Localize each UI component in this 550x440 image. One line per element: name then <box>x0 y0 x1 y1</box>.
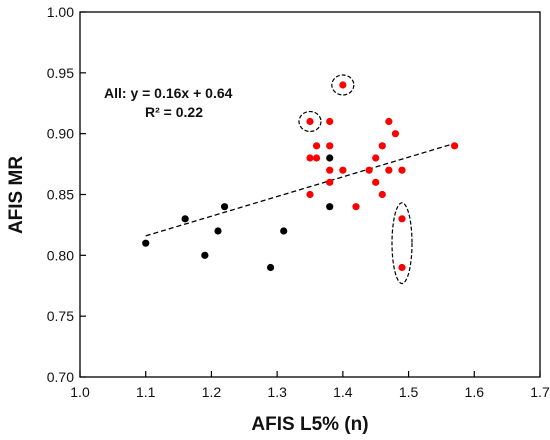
data-point <box>181 215 189 223</box>
data-point <box>326 166 334 174</box>
data-point <box>201 251 209 259</box>
highlight-ellipse <box>331 74 355 96</box>
data-point <box>378 190 386 199</box>
data-point <box>266 263 275 272</box>
data-point <box>372 178 380 186</box>
x-tick-label: 1.2 <box>202 384 222 400</box>
data-point <box>391 130 400 138</box>
x-tick-label: 1.0 <box>70 384 90 400</box>
data-point <box>450 142 459 150</box>
data-point <box>352 203 360 211</box>
data-point <box>372 154 380 162</box>
highlight-ellipse <box>391 202 413 285</box>
x-tick-label: 1.4 <box>333 384 353 400</box>
y-tick-label: 0.70 <box>47 369 74 385</box>
y-tick-label: 1.00 <box>47 4 74 20</box>
data-point <box>306 117 314 126</box>
y-tick-label: 0.75 <box>47 308 74 324</box>
data-point <box>398 215 406 223</box>
r-squared-annotation: R² = 0.22 <box>145 104 203 120</box>
x-axis-title: AFIS L5% (n) <box>251 414 368 435</box>
data-point <box>326 154 334 162</box>
trend-line <box>145 142 455 237</box>
data-point <box>326 178 334 186</box>
y-tick-label: 0.80 <box>47 247 74 263</box>
x-tick-label: 1.1 <box>136 384 156 400</box>
data-point <box>398 166 406 174</box>
data-point <box>142 239 150 247</box>
data-points <box>142 81 459 272</box>
data-point <box>378 142 386 150</box>
y-axis-title: AFIS MR <box>6 156 27 234</box>
data-point <box>214 227 222 235</box>
data-point <box>326 117 334 126</box>
data-point <box>326 203 334 211</box>
data-point <box>280 227 288 235</box>
x-tick-label: 1.7 <box>530 384 550 400</box>
x-tick-label: 1.3 <box>267 384 287 400</box>
highlight-ellipse <box>298 110 322 133</box>
data-point <box>306 154 314 162</box>
data-point <box>306 190 314 199</box>
data-point <box>326 142 334 150</box>
y-tick-label: 0.90 <box>47 126 74 142</box>
y-tick-label: 0.95 <box>47 65 74 81</box>
data-point <box>385 166 393 174</box>
data-point <box>365 166 373 174</box>
data-point <box>312 142 321 150</box>
x-tick-label: 1.6 <box>465 384 485 400</box>
data-point <box>220 203 229 211</box>
data-point <box>385 117 393 126</box>
x-tick-label: 1.5 <box>399 384 419 400</box>
data-point <box>339 81 347 89</box>
y-tick-label: 0.85 <box>47 187 74 203</box>
data-point <box>312 154 321 162</box>
data-point <box>339 166 347 174</box>
equation-annotation: All: y = 0.16x + 0.64 <box>104 85 233 101</box>
x-axis: 1.0 1.1 1.2 1.3 1.4 1.5 1.6 1.7 <box>70 371 550 400</box>
highlight-ellipses <box>298 74 413 285</box>
y-axis: 0.70 0.75 0.80 0.85 0.90 0.95 1.00 <box>47 4 86 385</box>
data-point <box>398 263 406 272</box>
